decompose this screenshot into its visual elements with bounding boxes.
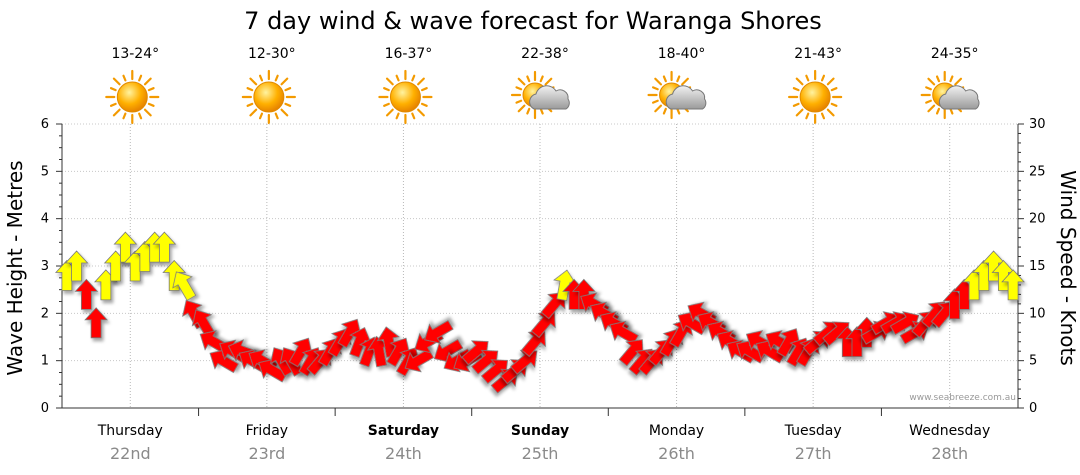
right-tick-label: 5	[1029, 354, 1037, 369]
right-axis: 0 5 10 15 20 25 30	[1017, 117, 1046, 416]
right-axis-title: Wind Speed - Knots	[1056, 170, 1080, 366]
date-label: 23rd	[248, 444, 285, 463]
temperature-range: 21-43°	[794, 46, 842, 62]
chart-title: 7 day wind & wave forecast for Waranga S…	[244, 7, 822, 35]
temperature-range: 24-35°	[931, 46, 979, 62]
left-tick-label: 1	[41, 354, 49, 369]
wind-arrow	[74, 278, 99, 310]
partly-cloudy-icon	[647, 70, 707, 120]
sunny-icon	[788, 69, 843, 125]
wind-arrow	[571, 278, 596, 310]
day-label: Sunday	[511, 423, 569, 439]
right-tick-label: 10	[1029, 306, 1046, 321]
date-label: 25th	[522, 444, 559, 463]
wind-arrow	[510, 349, 538, 375]
wind-arrow	[152, 231, 177, 263]
day-label: Saturday	[368, 423, 439, 439]
wind-arrow	[84, 307, 109, 339]
left-tick-label: 4	[41, 212, 49, 227]
temperature-range: 22-38°	[521, 46, 569, 62]
sunny-icon	[241, 69, 296, 125]
right-tick-label: 30	[1029, 117, 1046, 132]
left-tick-label: 5	[41, 164, 49, 179]
temperature-range: 18-40°	[658, 46, 706, 62]
day-axis: Thursday 22nd Friday 23rd Saturday 24th Sunday…	[97, 408, 990, 463]
grid-lines	[62, 123, 1018, 409]
right-tick-label: 15	[1029, 259, 1046, 274]
temperature-range: 12-30°	[248, 46, 296, 62]
sunny-icon	[105, 69, 160, 125]
date-label: 28th	[931, 444, 968, 463]
date-label: 24th	[385, 444, 422, 463]
partly-cloudy-icon	[510, 70, 570, 120]
left-axis: 0 1 2 3 4 5 6	[41, 117, 63, 416]
date-label: 22nd	[110, 444, 151, 463]
day-label: Thursday	[97, 423, 163, 439]
wind-arrow	[64, 250, 89, 282]
wind-arrow-series	[54, 231, 1026, 394]
left-tick-label: 0	[41, 401, 49, 416]
wind-arrow	[172, 271, 197, 301]
day-label: Tuesday	[784, 423, 842, 439]
partly-cloudy-icon	[920, 70, 980, 120]
right-tick-label: 0	[1029, 401, 1037, 416]
day-label: Friday	[246, 423, 288, 439]
wind-arrow	[424, 319, 454, 344]
right-tick-label: 25	[1029, 164, 1046, 179]
day-label: Wednesday	[909, 423, 990, 439]
date-label: 27th	[795, 444, 832, 463]
date-label: 26th	[658, 444, 695, 463]
temperature-range: 16-37°	[385, 46, 433, 62]
temperature-row: 13-24° 12-30° 16-37° 22-38° 18-40° 21-43° 24-3…	[111, 46, 978, 62]
right-tick-label: 20	[1029, 212, 1046, 227]
wind-arrow	[162, 259, 187, 291]
left-tick-label: 6	[41, 117, 49, 132]
watermark: www.seabreeze.com.au	[909, 393, 1016, 403]
temperature-range: 13-24°	[111, 46, 159, 62]
left-tick-label: 2	[41, 306, 49, 321]
wind-arrow	[609, 320, 639, 345]
wind-arrow	[1001, 269, 1026, 301]
left-tick-label: 3	[41, 259, 49, 274]
left-axis-title: Wave Height - Metres	[3, 160, 27, 375]
weather-icon-row	[105, 69, 980, 125]
day-label: Monday	[649, 423, 704, 439]
sunny-icon	[378, 69, 433, 125]
